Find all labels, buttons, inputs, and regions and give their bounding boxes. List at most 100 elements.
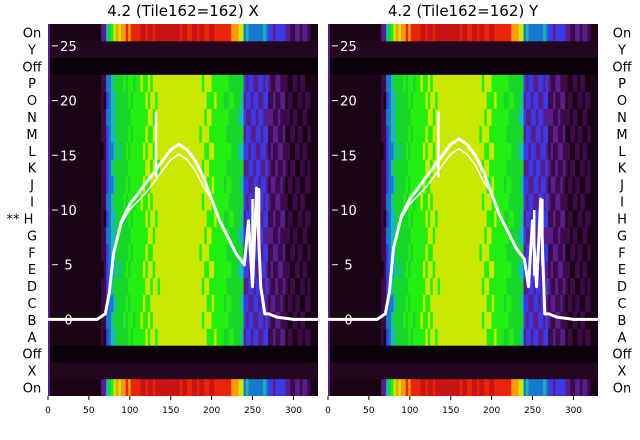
heatmap-cell bbox=[469, 277, 473, 295]
y-tick-label: 15 bbox=[60, 149, 77, 164]
heatmap-cell bbox=[113, 125, 117, 143]
heatmap-cell bbox=[258, 108, 262, 126]
heatmap-cell bbox=[422, 159, 426, 177]
heatmap-cell bbox=[386, 243, 390, 262]
heatmap-row bbox=[381, 142, 591, 160]
heatmap-cell bbox=[150, 108, 154, 126]
heatmap-cell bbox=[300, 142, 304, 160]
heatmap-cell bbox=[398, 176, 402, 194]
heatmap-cell bbox=[464, 176, 468, 194]
heatmap-cell bbox=[258, 24, 262, 42]
heatmap-cell bbox=[486, 226, 490, 245]
heatmap-cell bbox=[565, 379, 569, 396]
heatmap-cell bbox=[157, 74, 161, 93]
heatmap-cell bbox=[113, 24, 117, 42]
heatmap-cell bbox=[192, 311, 196, 329]
heatmap-cell bbox=[479, 243, 483, 262]
heatmap-cell bbox=[177, 311, 181, 329]
heatmap-cell bbox=[533, 159, 537, 177]
heatmap-cell bbox=[307, 379, 311, 396]
heatmap-cell bbox=[133, 379, 137, 396]
heatmap-row bbox=[48, 40, 318, 58]
heatmap-cell bbox=[548, 176, 552, 194]
heatmap-cell bbox=[101, 176, 105, 194]
heatmap-cell bbox=[381, 294, 385, 312]
heatmap-cell bbox=[440, 74, 444, 93]
heatmap-cell bbox=[459, 226, 463, 245]
heatmap-cell bbox=[258, 311, 262, 329]
heatmap-cell bbox=[555, 125, 559, 143]
heatmap-cell bbox=[567, 108, 571, 126]
heatmap-cell bbox=[491, 24, 495, 42]
heatmap-cell bbox=[248, 159, 252, 177]
heatmap-cell bbox=[467, 328, 471, 346]
heatmap-cell bbox=[567, 226, 571, 245]
heatmap-cell bbox=[101, 226, 105, 245]
heatmap-cell bbox=[418, 328, 422, 346]
heatmap-cell bbox=[277, 260, 281, 279]
heatmap-cell bbox=[540, 91, 544, 109]
heatmap-cell bbox=[481, 210, 485, 228]
heatmap-cell bbox=[540, 277, 544, 295]
heatmap-cell bbox=[103, 91, 107, 109]
heatmap-cell bbox=[206, 142, 210, 160]
heatmap-cell bbox=[169, 277, 173, 295]
heatmap-cell bbox=[302, 277, 306, 295]
heatmap-cell bbox=[435, 260, 439, 279]
heatmap-cell bbox=[300, 260, 304, 279]
y-tick-label: 0 bbox=[344, 313, 352, 328]
heatmap-cell bbox=[253, 108, 257, 126]
heatmap-cell bbox=[518, 294, 522, 312]
heatmap-cell bbox=[449, 260, 453, 279]
heatmap-cell bbox=[238, 226, 242, 245]
heatmap-cell bbox=[538, 328, 542, 346]
heatmap-cell bbox=[555, 277, 559, 295]
heatmap-cell bbox=[383, 142, 387, 160]
heatmap-cell bbox=[472, 277, 476, 295]
heatmap-cell bbox=[516, 176, 520, 194]
heatmap-cell bbox=[381, 125, 385, 143]
heatmap-cell bbox=[182, 311, 186, 329]
heatmap-cell bbox=[528, 226, 532, 245]
heatmap-cell bbox=[489, 142, 493, 160]
heatmap-cell bbox=[391, 193, 395, 211]
heatmap-cell bbox=[130, 24, 134, 42]
heatmap-cell bbox=[160, 210, 164, 228]
heatmap-cell bbox=[115, 125, 119, 143]
heatmap-cell bbox=[263, 24, 267, 42]
heatmap-cell bbox=[236, 294, 240, 312]
heatmap-cell bbox=[386, 260, 390, 279]
heatmap-cell bbox=[300, 193, 304, 211]
heatmap-cell bbox=[486, 210, 490, 228]
heatmap-cell bbox=[526, 294, 530, 312]
heatmap-cell bbox=[452, 277, 456, 295]
heatmap-cell bbox=[233, 210, 237, 228]
heatmap-cell bbox=[467, 125, 471, 143]
row-label: O bbox=[617, 94, 627, 109]
heatmap-cell bbox=[422, 142, 426, 160]
heatmap-cell bbox=[408, 311, 412, 329]
heatmap-cell bbox=[201, 210, 205, 228]
heatmap-cell bbox=[481, 311, 485, 329]
heatmap-cell bbox=[169, 193, 173, 211]
heatmap-cell bbox=[273, 176, 277, 194]
heatmap-cell bbox=[219, 159, 223, 177]
heatmap-cell bbox=[523, 159, 527, 177]
heatmap-cell bbox=[277, 108, 281, 126]
heatmap-cell bbox=[304, 142, 308, 160]
heatmap-cell bbox=[415, 159, 419, 177]
heatmap-cell bbox=[270, 176, 274, 194]
heatmap-cell bbox=[481, 260, 485, 279]
heatmap-cell bbox=[167, 159, 171, 177]
heatmap-cell bbox=[391, 125, 395, 143]
heatmap-cell bbox=[457, 210, 461, 228]
heatmap-cell bbox=[508, 328, 512, 346]
heatmap-cell bbox=[282, 277, 286, 295]
heatmap-cell bbox=[383, 125, 387, 143]
heatmap-cell bbox=[467, 24, 471, 42]
heatmap-cell bbox=[123, 277, 127, 295]
heatmap-cell bbox=[221, 311, 225, 329]
heatmap-cell bbox=[587, 125, 591, 143]
heatmap-cell bbox=[481, 328, 485, 346]
